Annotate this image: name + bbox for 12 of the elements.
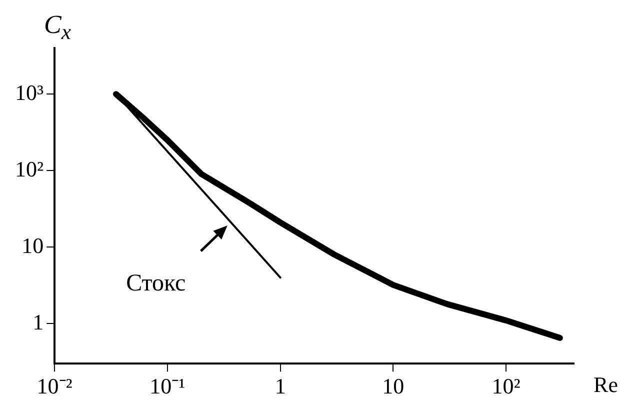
x-tick-label: 10⁻²	[36, 374, 73, 399]
x-axis-title: Re	[594, 372, 618, 398]
annotation: Стокс	[126, 270, 186, 296]
x-tick-label: 10	[382, 374, 404, 399]
y-tick-label: 1	[32, 309, 44, 334]
y-tick-label: 10	[22, 232, 44, 258]
x-tick-label: 1	[274, 374, 286, 399]
y-tick-label: 10²	[14, 156, 44, 182]
y-tick-label: 10³	[14, 80, 44, 105]
x-tick-label: 10²	[492, 374, 521, 399]
y-axis-title: C$_{x}$	[44, 10, 71, 46]
x-tick-label: 10⁻¹	[150, 374, 186, 399]
